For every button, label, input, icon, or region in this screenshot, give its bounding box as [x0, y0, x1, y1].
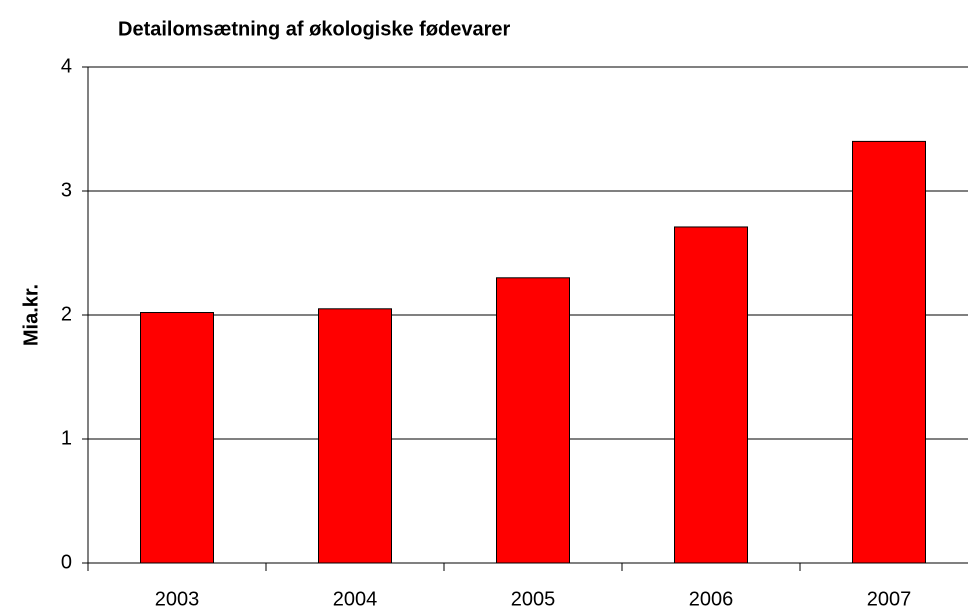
x-tick-label: 2004: [333, 588, 378, 610]
bar: [496, 277, 570, 564]
bar: [318, 308, 392, 564]
chart-title: Detailomsætning af økologiske fødevarer: [118, 18, 511, 40]
x-tick-label: 2007: [867, 588, 912, 610]
y-tick-label: 1: [61, 427, 72, 449]
y-axis-label: Mia.kr.: [20, 284, 42, 346]
y-tick-label: 2: [61, 303, 72, 325]
bar: [852, 140, 926, 564]
bar: [140, 312, 214, 564]
bar: [674, 226, 748, 564]
y-tick-label: 0: [61, 551, 72, 573]
x-tick-label: 2005: [511, 588, 556, 610]
x-tick-label: 2003: [155, 588, 200, 610]
x-tick-label: 2006: [689, 588, 734, 610]
y-tick-label: 3: [61, 179, 72, 201]
y-tick-label: 4: [61, 55, 72, 77]
